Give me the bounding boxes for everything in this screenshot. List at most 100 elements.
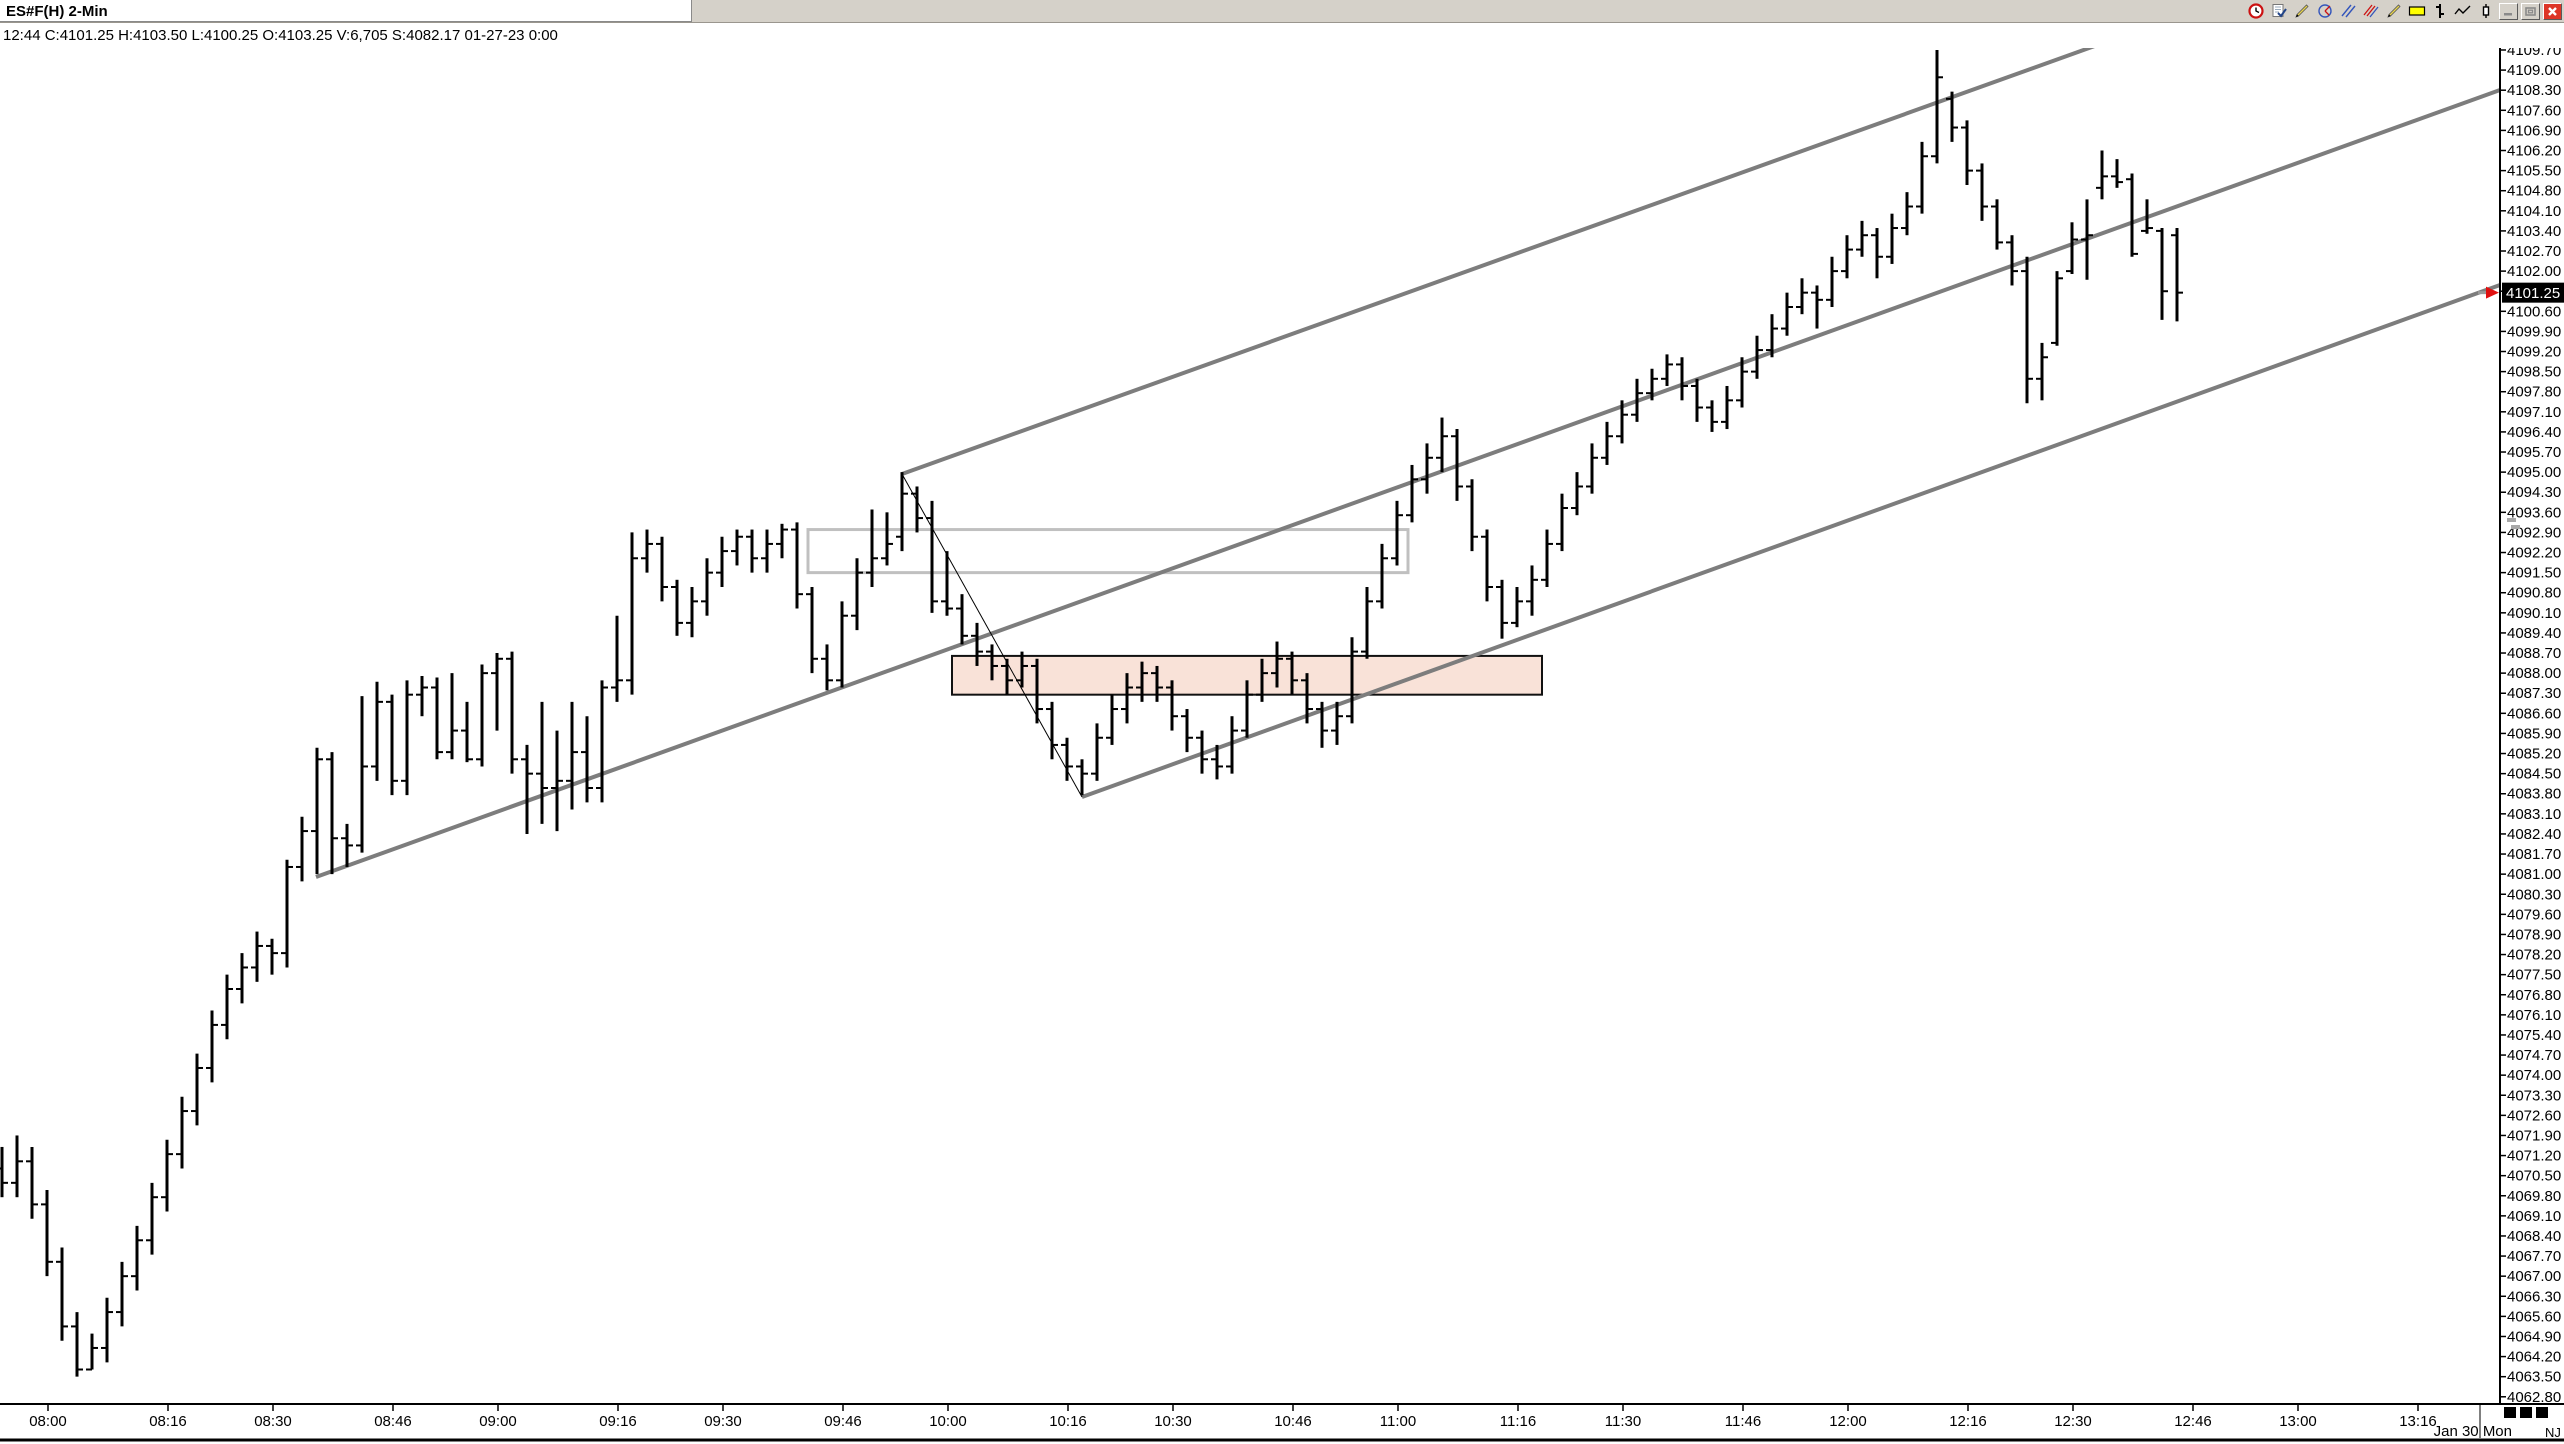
fan-lines-icon[interactable] [2361,2,2381,20]
price-axis-label: 4086.60 [2507,705,2561,722]
paging-square[interactable] [2536,1407,2548,1418]
ohlc-bar [1766,314,1778,358]
time-axis-label: 09:16 [599,1413,637,1430]
price-axis-label: 4093.60 [2507,504,2561,521]
ohlc-bar [1616,400,1628,444]
ohlc-bar [596,680,608,803]
time-axis-label: 08:16 [149,1413,187,1430]
price-axis-label: 4073.30 [2507,1087,2561,1104]
clock-icon[interactable] [2246,2,2266,20]
middle-channel-line[interactable] [315,88,2501,879]
ohlc-bar [221,974,233,1040]
paging-square[interactable] [2504,1407,2516,1418]
close-icon[interactable] [2543,2,2562,20]
ohlc-bar [176,1096,188,1169]
pencil-draw-icon[interactable] [2384,2,2404,20]
ohlc-bar [251,931,263,982]
last-price-value: 4101.25 [2506,285,2560,302]
ohlc-bar [1106,694,1118,745]
quote-status-line: 12:44 C:4101.25 H:4103.50 L:4100.25 O:41… [0,23,2564,48]
channel-lines[interactable] [315,41,2501,879]
paging-squares[interactable] [2504,1407,2548,1418]
time-axis-label: 12:00 [1829,1413,1867,1430]
parallel-lines-icon[interactable] [2338,2,2358,20]
price-axis-label: 4078.90 [2507,926,2561,943]
price-axis-label: 4103.40 [2507,223,2561,240]
lower-channel-line[interactable] [1081,283,2501,799]
price-axis-label: 4087.30 [2507,685,2561,702]
swing-measure-line[interactable] [901,473,1083,798]
price-axis-label: 4089.40 [2507,625,2561,642]
ohlc-bars [0,50,2183,1377]
ohlc-bar [716,536,728,587]
paging-square[interactable] [2520,1407,2532,1418]
price-axis-label: 4076.80 [2507,987,2561,1004]
price-axis-label: 4084.50 [2507,766,2561,783]
time-axis-label: 12:46 [2174,1413,2212,1430]
price-axis-label: 4062.80 [2507,1389,2561,1406]
restore-icon[interactable] [2521,2,2540,20]
ohlc-bar [101,1297,113,1363]
price-axis-label: 4104.10 [2507,203,2561,220]
price-axis-label: 4063.50 [2507,1369,2561,1386]
price-axis-label: 4066.30 [2507,1288,2561,1305]
time-axis-label: 12:30 [2054,1413,2092,1430]
ohlc-bar [341,823,353,867]
yellow-box-icon[interactable] [2407,2,2427,20]
time-axis-label: 11:16 [1500,1413,1536,1430]
price-axis-label: 4090.10 [2507,605,2561,622]
ohlc-bar [86,1333,98,1371]
ohlc-bar [1691,378,1703,422]
ohlc-bar [1316,701,1328,748]
ohlc-bar [821,644,833,691]
ohlc-bar [1601,421,1613,465]
price-axis-label: 4081.00 [2507,866,2561,883]
ohlc-bar [326,752,338,875]
ohlc-bar [416,676,428,717]
ohlc-bar [71,1312,83,1377]
axis-drag-marker[interactable] [2507,518,2520,529]
ohlc-bar [1661,354,1673,386]
price-axis-label: 4099.90 [2507,323,2561,340]
ohlc-bar [1526,565,1538,616]
ohlc-bar [1436,417,1448,473]
time-axis-label: 10:00 [929,1413,967,1430]
ohlc-bar [2051,271,2063,346]
ohlc-bar [1181,709,1193,753]
price-axis-label: 4094.30 [2507,484,2561,501]
bar-style-icon[interactable] [2430,2,2450,20]
ohlc-bar [476,664,488,767]
time-axis-label: 10:30 [1154,1413,1192,1430]
time-axis[interactable]: 08:00 08:16 08:30 08:46 09:00 09:16 09:30 09:46… [0,1403,2564,1442]
title-panel: ES#F(H) 2-Min [0,0,692,22]
resistance-outline-box[interactable] [806,528,1410,575]
last-price-badge: 4101.25 [2478,282,2564,303]
ohlc-bar [986,644,998,681]
price-axis-label: 4100.60 [2507,303,2561,320]
ohlc-bar [1196,730,1208,774]
ohlc-bar [1151,665,1163,702]
ohlc-bar [311,747,323,875]
price-axis-label: 4077.50 [2507,967,2561,984]
price-axis[interactable]: 4109.704109.004108.304107.604106.904106.… [2499,42,2561,1406]
candlestick-icon[interactable] [2476,2,2496,20]
time-axis-label: 11:30 [1605,1413,1641,1430]
ohlc-bar [161,1139,173,1212]
zigzag-icon[interactable] [2453,2,2473,20]
compass-arc-icon[interactable] [2315,2,2335,20]
ohlc-bar [1241,680,1253,738]
notes-check-icon[interactable] [2269,2,2289,20]
minimize-icon[interactable] [2499,2,2518,20]
time-axis-label: 09:30 [704,1413,742,1430]
price-axis-label: 4067.00 [2507,1268,2561,1285]
ohlc-bar [956,594,968,645]
ohlc-bar [131,1225,143,1291]
ohlc-bar [626,532,638,695]
upper-channel-line[interactable] [901,41,2104,476]
ohlc-bar [461,701,473,763]
ohlc-bar [446,673,458,760]
ohlc-bar [56,1247,68,1341]
ohlc-bar [896,472,908,552]
pencil-icon[interactable] [2292,2,2312,20]
